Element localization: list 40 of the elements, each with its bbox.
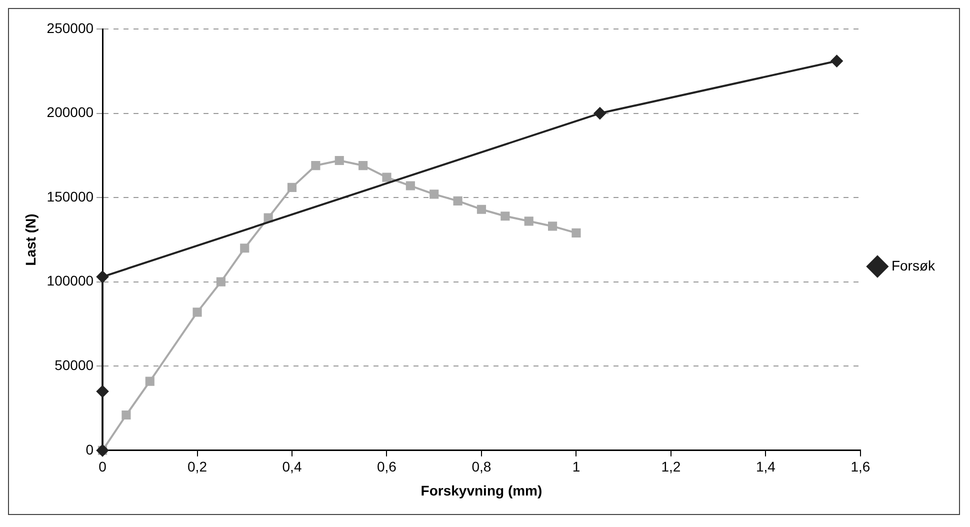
x-axis-title: Forskyvning (mm) [420,482,542,498]
point [311,161,320,170]
point [476,204,486,214]
point [240,244,250,253]
point [96,385,109,398]
x-tick-label: 0,8 [472,458,492,475]
y-axis-title: Last (N) [22,214,38,266]
point [548,222,558,231]
x-tick-label: 0,2 [188,458,208,475]
x-tick-label: 0 [98,458,107,475]
point [216,277,226,286]
x-tick-label: 1,4 [756,458,776,475]
x-tick-label: 1,6 [850,458,870,475]
x-tick-label: 1,2 [661,458,681,475]
point [358,161,368,170]
point [500,212,510,221]
legend-label: Forsøk [891,257,936,274]
y-tick-label: 50000 [54,356,94,373]
x-tick-label: 1 [572,458,580,475]
point [287,182,297,192]
point [192,308,202,317]
x-tick-label: 0,4 [282,458,302,475]
y-tick-label: 100000 [46,272,94,289]
point [382,172,392,182]
point [334,156,344,166]
point [406,181,415,190]
y-tick-label: 150000 [46,188,94,204]
point [453,196,462,206]
point [830,55,843,68]
point [122,410,131,420]
y-tick-label: 200000 [46,104,94,120]
point [572,228,581,238]
point [430,190,439,199]
x-tick-label: 0,6 [377,458,397,475]
y-tick-label: 0 [86,441,94,458]
point [145,376,154,386]
point [594,107,606,120]
y-tick-label: 250000 [46,20,94,36]
point [524,216,534,226]
point [96,270,109,283]
